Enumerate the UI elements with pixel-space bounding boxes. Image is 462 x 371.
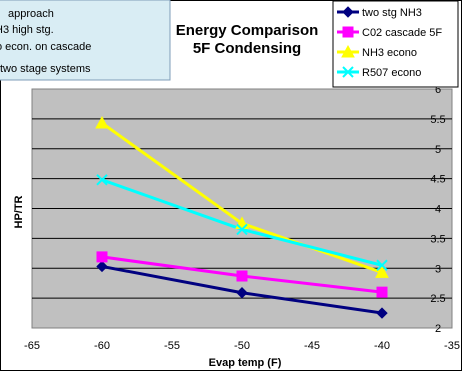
- x-tick-label: -65: [24, 340, 40, 352]
- note-box-background: [0, 0, 171, 81]
- note-line-4: two stage systems: [0, 63, 91, 75]
- x-tick-label: -40: [374, 340, 390, 352]
- data-point-s3-1: [236, 223, 248, 236]
- data-point-s3-0: [96, 174, 108, 186]
- y-tick-label: 3.5: [430, 233, 445, 245]
- data-point-s1-1: [236, 270, 248, 282]
- y-tick-label: 6: [435, 84, 441, 96]
- y-tick-label: 3: [435, 263, 441, 275]
- series-markers: [95, 116, 389, 319]
- legend-label-3: R507 econo: [362, 67, 421, 79]
- data-point-s2-2: [375, 265, 389, 278]
- x-tick-label: -35: [444, 340, 460, 352]
- legend-label-1: C02 cascade 5F: [362, 27, 442, 39]
- x-tick-labels: -65 -60 -55 -50 -45 -40 -35: [24, 340, 460, 352]
- x-axis-title: Evap temp (F): [209, 357, 282, 369]
- data-point-s1-0: [96, 251, 108, 263]
- x-tick-label: -45: [304, 340, 320, 352]
- legend-marker-0: [342, 6, 354, 18]
- y-tick-label: 5: [435, 144, 441, 156]
- note-line-1: approach: [8, 8, 54, 20]
- y-tick-labels: 2 2.5 3 3.5 4 4.5 5 5.5 6: [430, 84, 445, 335]
- chart-title-line-1: Energy Comparison: [176, 22, 319, 39]
- legend: two stg NH3 C02 cascade 5F NH3 econo R507 e…: [332, 0, 459, 88]
- data-point-s2-0: [95, 116, 109, 129]
- note-line-3: o econ. on cascade: [0, 41, 91, 53]
- data-point-s0-2: [376, 307, 388, 319]
- data-point-s3-2: [376, 259, 388, 271]
- y-tick-label: 4: [435, 204, 441, 216]
- y-axis-title: HP/TR: [13, 195, 25, 228]
- x-tick-label: -55: [164, 340, 180, 352]
- y-tick-label: 2.5: [430, 293, 445, 305]
- y-tick-label: 2: [435, 323, 441, 335]
- note-box: approach H3 high stg. o econ. on cascade…: [0, 0, 171, 81]
- y-tick-label: 4.5: [430, 174, 445, 186]
- data-point-s0-1: [236, 287, 248, 299]
- legend-label-2: NH3 econo: [362, 47, 417, 59]
- data-point-s1-2: [376, 286, 388, 298]
- legend-marker-2: [341, 44, 355, 58]
- data-point-s0-0: [96, 260, 108, 273]
- x-tick-label: -50: [234, 340, 250, 352]
- chart-title-line-2: 5F Condensing: [193, 40, 301, 57]
- y-tick-label: 5.5: [430, 114, 445, 126]
- legend-label-0: two stg NH3: [362, 7, 422, 19]
- x-tick-label: -60: [94, 340, 110, 352]
- legend-marker-3: [342, 66, 354, 78]
- legend-marker-1: [342, 26, 354, 38]
- note-line-2: H3 high stg.: [0, 24, 54, 36]
